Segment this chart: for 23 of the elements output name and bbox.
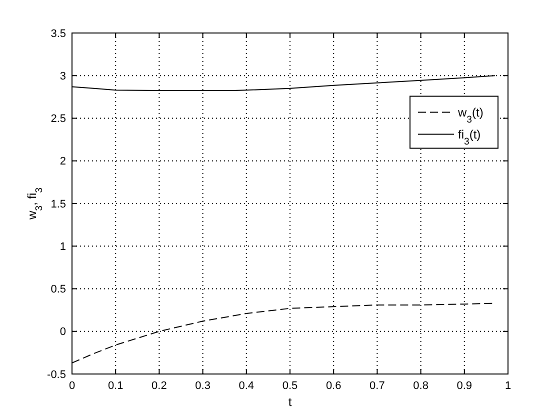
y-tick-label: 0 — [60, 326, 66, 338]
x-tick-label: 0.7 — [370, 380, 385, 392]
x-tick-label: 0.1 — [108, 380, 124, 392]
y-tick-label: 2.5 — [50, 113, 66, 126]
x-tick-label: 0.4 — [238, 380, 254, 392]
y-tick-label: -0.5 — [47, 368, 66, 381]
legend-label: fi$_{3}$(t) — [458, 127, 481, 147]
y-tick-label: 3.5 — [50, 28, 66, 40]
x-tick-label: 0.3 — [195, 380, 210, 392]
x-tick-label: 0.2 — [152, 380, 167, 392]
x-tick-label: 0 — [68, 380, 76, 392]
x-axis-title: t — [288, 395, 292, 409]
y-tick-label: 3 — [60, 70, 66, 82]
y-tick-label: 1.5 — [50, 198, 66, 210]
x-tick-label: 0.9 — [456, 380, 472, 392]
x-tick-label: 0.6 — [326, 380, 342, 392]
x-tick-label: 1 — [504, 380, 512, 392]
x-tick-label: 0.8 — [413, 380, 428, 392]
y-tick-label: 1 — [60, 240, 66, 253]
legend-label: w$_{3}$(t) — [457, 105, 484, 125]
y-tick-label: 0.5 — [50, 284, 66, 296]
y-tick-label: 2 — [60, 156, 66, 168]
x-tick-label: 0.5 — [282, 380, 298, 392]
